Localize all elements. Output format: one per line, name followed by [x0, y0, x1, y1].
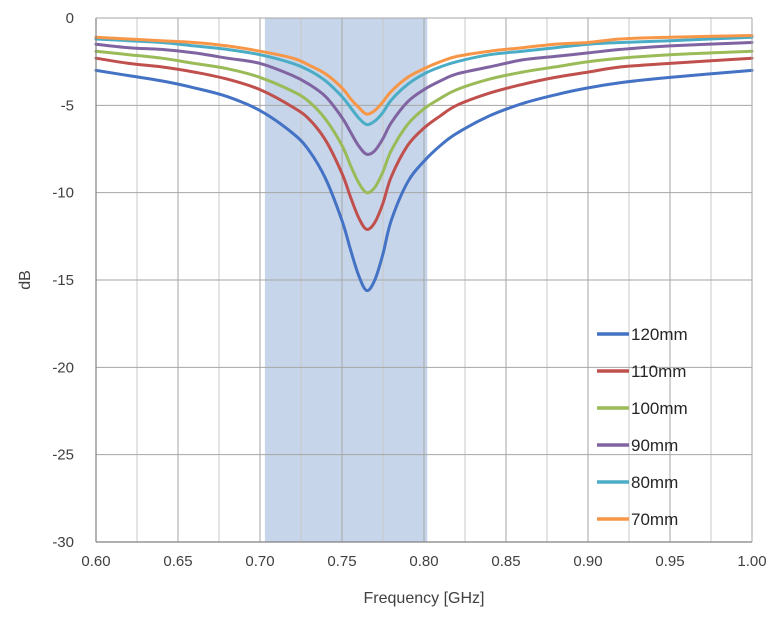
- legend-label-100mm: 100mm: [631, 399, 688, 418]
- y-tick-label: 0: [66, 10, 74, 27]
- legend-label-80mm: 80mm: [631, 473, 678, 492]
- y-tick-label: -15: [52, 272, 74, 289]
- series-line-90mm: [94, 41, 754, 156]
- legend: 120mm 110mm 100mm 90mm 80mm 70mm: [597, 325, 688, 529]
- x-axis-title: Frequency [GHz]: [364, 590, 485, 607]
- x-tick-label: 0.95: [655, 553, 684, 570]
- legend-label-120mm: 120mm: [631, 325, 688, 344]
- x-tick-label: 0.90: [573, 553, 602, 570]
- series-line-100mm: [94, 49, 754, 195]
- legend-label-70mm: 70mm: [631, 510, 678, 529]
- y-axis-title: dB: [17, 270, 34, 290]
- x-tick-label: 0.65: [163, 553, 192, 570]
- x-tick-label: 0.60: [81, 553, 110, 570]
- y-tick-label: -30: [52, 534, 74, 551]
- series-line-70mm: [94, 34, 754, 116]
- y-tick-label: -5: [61, 97, 74, 114]
- series-line-120mm: [94, 68, 754, 293]
- legend-label-110mm: 110mm: [631, 362, 686, 381]
- series-layer: [94, 34, 754, 293]
- series-line-110mm: [94, 56, 754, 231]
- x-tick-label: 1.00: [737, 553, 766, 570]
- series-line-80mm: [94, 35, 754, 127]
- legend-label-90mm: 90mm: [631, 436, 678, 455]
- grid-layer: [95, 17, 753, 543]
- x-tick-label: 0.80: [409, 553, 438, 570]
- x-tick-label: 0.75: [327, 553, 356, 570]
- x-tick-label: 0.70: [245, 553, 274, 570]
- y-tick-label: -25: [52, 447, 74, 464]
- axis-layer: 0.60 0.65 0.70 0.75 0.80 0.85 0.90 0.95 1.00 0 -5 -…: [52, 10, 766, 570]
- y-tick-label: -20: [52, 359, 74, 376]
- x-tick-label: 0.85: [491, 553, 520, 570]
- y-tick-label: -10: [52, 185, 74, 202]
